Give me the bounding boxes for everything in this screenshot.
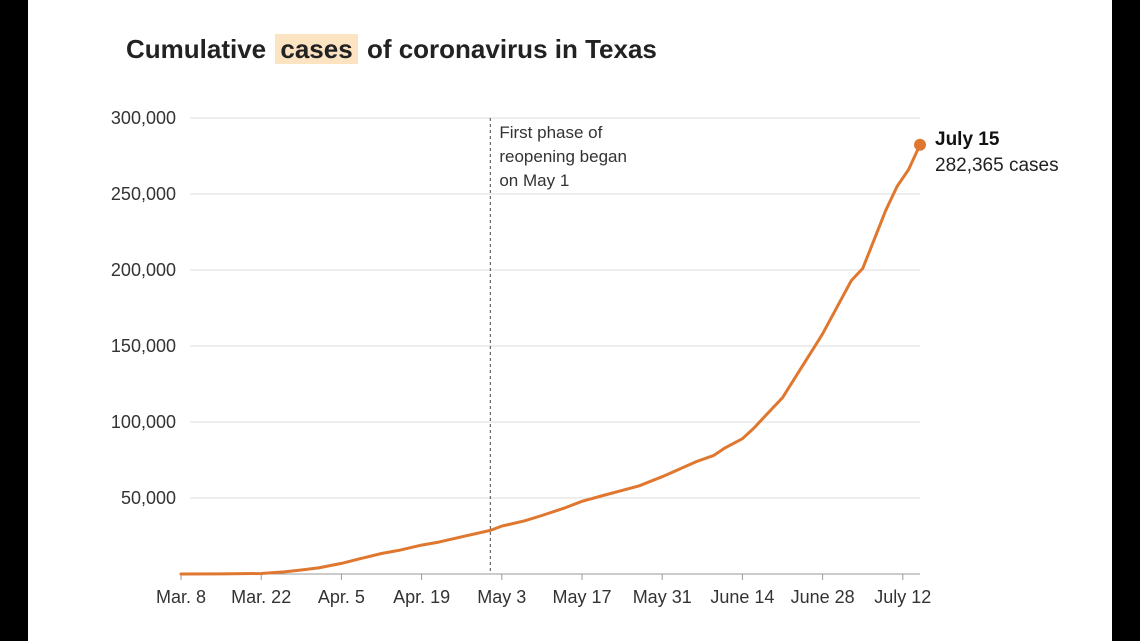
x-tick-label: July 12: [874, 587, 931, 607]
title-highlight: cases: [275, 34, 358, 64]
gridlines: [190, 117, 920, 499]
reopening-annotation-line: First phase of: [499, 123, 602, 142]
x-tick-label: May 17: [552, 587, 611, 607]
endpoint-marker: [914, 138, 926, 151]
x-tick-label: Apr. 19: [393, 587, 450, 607]
reopening-annotation-line: on May 1: [499, 171, 569, 190]
series-line-cumulative-cases: [179, 143, 922, 576]
chart-frame: Cumulative cases of coronavirus in Texas: [28, 0, 1112, 641]
x-axis: Mar. 8 Mar. 22 Apr. 5 Apr. 19 May 3 May 17 May…: [156, 573, 931, 607]
reopening-annotation: First phase of reopening began on May 1: [499, 123, 627, 190]
endpoint-date-label: July 15: [935, 129, 1000, 150]
x-tick-label: Apr. 5: [318, 587, 365, 607]
y-tick-label: 250,000: [111, 184, 176, 204]
x-tick-label: May 3: [477, 587, 526, 607]
series-layer: [179, 138, 926, 576]
y-tick-label: 50,000: [121, 488, 176, 508]
y-tick-label: 200,000: [111, 260, 176, 280]
annotations: First phase of reopening began on May 1 Jul…: [489, 118, 1059, 574]
y-axis-ticks: 50,000 100,000 150,000 200,000 250,000 300,00…: [111, 108, 176, 508]
x-tick-label: May 31: [633, 587, 692, 607]
chart-title: Cumulative cases of coronavirus in Texas: [126, 34, 657, 65]
reopening-annotation-line: reopening began: [499, 147, 627, 166]
endpoint-value-label: 282,365 cases: [935, 155, 1059, 176]
x-tick-label: Mar. 8: [156, 587, 206, 607]
title-suffix: of coronavirus in Texas: [366, 34, 657, 64]
x-tick-label: June 28: [791, 587, 855, 607]
y-tick-label: 150,000: [111, 336, 176, 356]
x-tick-label: Mar. 22: [231, 587, 291, 607]
y-tick-label: 300,000: [111, 108, 176, 128]
title-prefix: Cumulative: [126, 34, 267, 64]
x-tick-label: June 14: [710, 587, 774, 607]
y-tick-label: 100,000: [111, 412, 176, 432]
